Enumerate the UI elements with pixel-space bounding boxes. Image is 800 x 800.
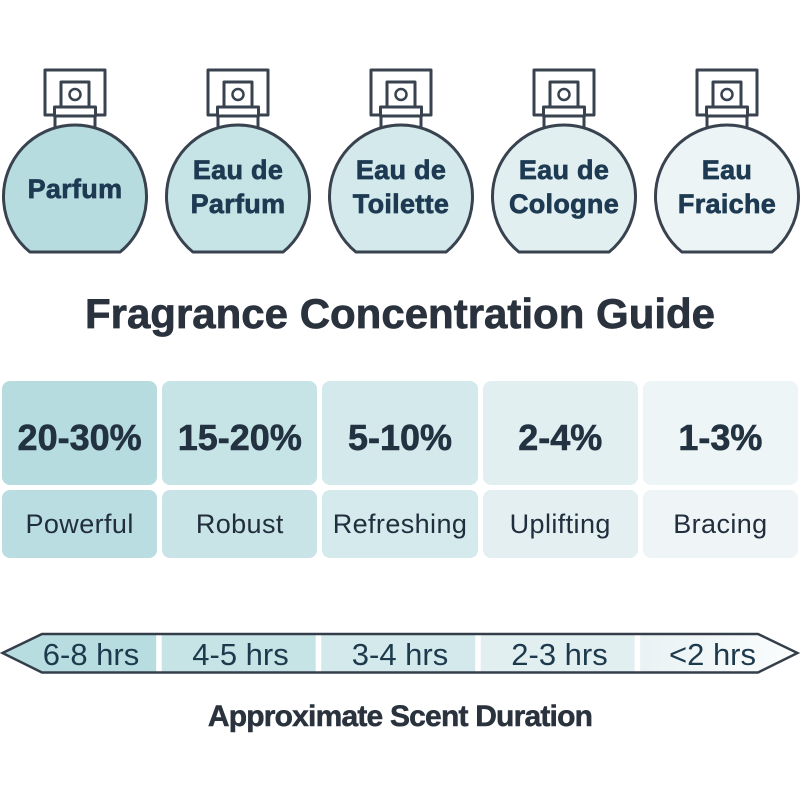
svg-text:3-4 hrs: 3-4 hrs [352,637,448,672]
svg-text:6-8 hrs: 6-8 hrs [43,637,139,672]
svg-text:Parfum: Parfum [191,189,286,219]
svg-text:Parfum: Parfum [28,174,123,204]
svg-text:4-5 hrs: 4-5 hrs [192,637,288,672]
svg-text:<2 hrs: <2 hrs [669,637,756,672]
svg-text:Cologne: Cologne [509,189,619,219]
svg-text:Eau de: Eau de [356,155,446,185]
svg-text:2-3 hrs: 2-3 hrs [511,637,607,672]
svg-text:Eau de: Eau de [193,155,283,185]
svg-text:Toilette: Toilette [353,189,449,219]
svg-text:Eau: Eau [702,155,752,185]
svg-text:Eau de: Eau de [519,155,609,185]
svg-text:Fraiche: Fraiche [678,189,776,219]
